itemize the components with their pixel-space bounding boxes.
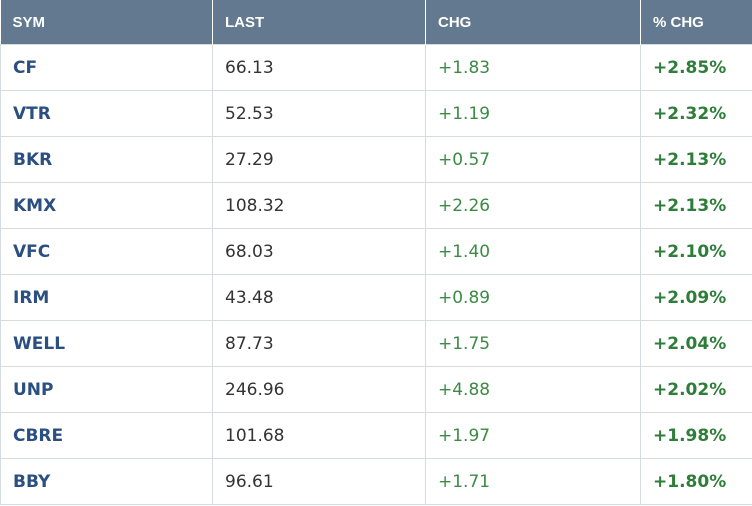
quote-row: BKR 27.29 +0.57 +2.13% xyxy=(0,136,752,183)
symbol[interactable]: CBRE xyxy=(0,412,213,459)
symbol[interactable]: VTR xyxy=(0,90,213,137)
symbol[interactable]: KMX xyxy=(0,182,213,229)
percent-change: +2.02% xyxy=(640,366,752,413)
change: +1.40 xyxy=(425,228,641,275)
percent-change: +2.13% xyxy=(640,182,752,229)
symbol[interactable]: IRM xyxy=(0,274,213,321)
table-body: CF 66.13 +1.83 +2.85% VTR 52.53 +1.19 +2.32% BKR… xyxy=(0,44,752,505)
column-header[interactable]: LAST xyxy=(212,0,426,45)
last-price: 68.03 xyxy=(212,228,426,275)
symbol[interactable]: VFC xyxy=(0,228,213,275)
percent-change: +2.09% xyxy=(640,274,752,321)
percent-change: +1.80% xyxy=(640,458,752,505)
percent-change: +2.13% xyxy=(640,136,752,183)
percent-change: +2.04% xyxy=(640,320,752,367)
last-price: 27.29 xyxy=(212,136,426,183)
change: +1.97 xyxy=(425,412,641,459)
percent-change: +2.10% xyxy=(640,228,752,275)
symbol[interactable]: WELL xyxy=(0,320,213,367)
symbol[interactable]: BBY xyxy=(0,458,213,505)
change: +0.57 xyxy=(425,136,641,183)
last-price: 96.61 xyxy=(212,458,426,505)
header-row: SYM LAST CHG% CHG xyxy=(0,0,752,45)
quote-row: BBY 96.61 +1.71 +1.80% xyxy=(0,458,752,505)
percent-change: +2.32% xyxy=(640,90,752,137)
change: +2.26 xyxy=(425,182,641,229)
quote-row: WELL 87.73 +1.75 +2.04% xyxy=(0,320,752,367)
change: +1.75 xyxy=(425,320,641,367)
column-header[interactable]: CHG xyxy=(425,0,641,45)
last-price: 52.53 xyxy=(212,90,426,137)
quote-row: VFC 68.03 +1.40 +2.10% xyxy=(0,228,752,275)
quote-row: CF 66.13 +1.83 +2.85% xyxy=(0,44,752,91)
last-price: 246.96 xyxy=(212,366,426,413)
last-price: 87.73 xyxy=(212,320,426,367)
change: +1.71 xyxy=(425,458,641,505)
symbol[interactable]: BKR xyxy=(0,136,213,183)
quote-row: UNP 246.96 +4.88 +2.02% xyxy=(0,366,752,413)
last-price: 101.68 xyxy=(212,412,426,459)
quote-row: CBRE 101.68 +1.97 +1.98% xyxy=(0,412,752,459)
column-header[interactable]: % CHG xyxy=(640,0,752,45)
last-price: 66.13 xyxy=(212,44,426,91)
quote-row: KMX 108.32 +2.26 +2.13% xyxy=(0,182,752,229)
percent-change: +1.98% xyxy=(640,412,752,459)
last-price: 108.32 xyxy=(212,182,426,229)
change: +1.19 xyxy=(425,90,641,137)
symbol[interactable]: CF xyxy=(0,44,213,91)
percent-change: +2.85% xyxy=(640,44,752,91)
symbol[interactable]: UNP xyxy=(0,366,213,413)
column-header[interactable]: SYM xyxy=(0,0,213,45)
last-price: 43.48 xyxy=(212,274,426,321)
change: +0.89 xyxy=(425,274,641,321)
change: +4.88 xyxy=(425,366,641,413)
quote-row: VTR 52.53 +1.19 +2.32% xyxy=(0,90,752,137)
quote-row: IRM 43.48 +0.89 +2.09% xyxy=(0,274,752,321)
change: +1.83 xyxy=(425,44,641,91)
